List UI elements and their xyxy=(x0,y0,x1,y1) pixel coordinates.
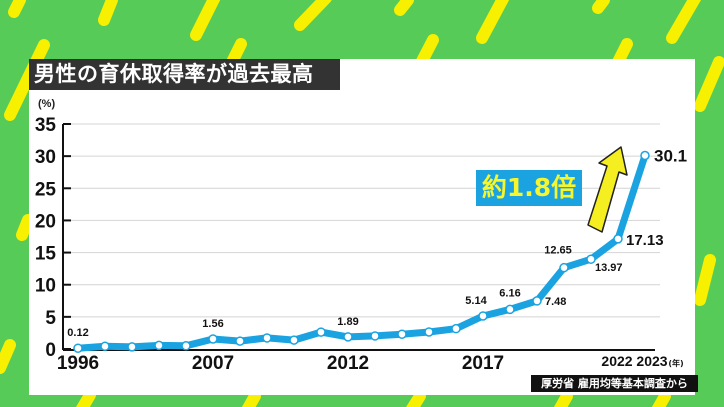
data-point xyxy=(100,341,110,352)
data-point xyxy=(235,336,245,346)
data-point xyxy=(640,150,650,161)
y-tick-label: 35 xyxy=(35,115,57,136)
x-tick-label: 2022 xyxy=(601,353,632,369)
data-label: 13.97 xyxy=(595,262,623,274)
data-label: 1.89 xyxy=(337,316,358,328)
data-label: 5.14 xyxy=(465,295,487,307)
x-tick-label: 1996 xyxy=(57,353,99,374)
data-label: 6.16 xyxy=(499,287,520,299)
data-point xyxy=(208,334,218,344)
x-tick-label: 2012 xyxy=(327,353,369,374)
data-point xyxy=(289,335,299,345)
growth-annotation: 約1.8倍 xyxy=(476,170,582,206)
data-point xyxy=(478,311,488,321)
data-point xyxy=(424,327,434,337)
y-tick-label: 20 xyxy=(35,211,56,232)
series-line xyxy=(74,152,649,352)
data-point xyxy=(505,304,515,315)
data-point xyxy=(154,340,164,351)
data-label: 17.13 xyxy=(626,232,664,249)
data-point xyxy=(559,262,569,273)
data-point xyxy=(262,333,272,343)
y-tick-label: 0 xyxy=(45,340,56,361)
y-tick-label: 15 xyxy=(35,244,57,265)
data-point xyxy=(181,341,191,351)
up-arrow-icon xyxy=(587,146,628,233)
y-tick-label: 10 xyxy=(35,276,56,297)
source-caption: 厚労省 雇用均等基本調査から xyxy=(531,375,698,392)
data-point xyxy=(343,332,353,342)
chart-title: 男性の育休取得率が過去最高 xyxy=(29,59,340,90)
data-label: 12.65 xyxy=(544,245,572,257)
data-point xyxy=(370,331,380,341)
data-point xyxy=(532,296,542,306)
x-tick-label: 2023 xyxy=(636,353,667,369)
data-point xyxy=(586,254,596,264)
x-tick-label: 2007 xyxy=(192,353,234,374)
x-tick-label: 2017 xyxy=(462,353,504,374)
x-axis-unit-label: (年) xyxy=(668,358,683,368)
y-tick-label: 5 xyxy=(45,308,56,329)
data-point xyxy=(127,342,137,352)
data-label: 30.1 xyxy=(654,147,687,166)
data-point xyxy=(316,327,326,337)
y-tick-label: 30 xyxy=(35,147,56,168)
data-label: 1.56 xyxy=(202,318,223,330)
data-point xyxy=(613,234,623,244)
y-tick-label: 25 xyxy=(35,179,57,200)
y-axis-unit-label: (%) xyxy=(38,98,56,110)
data-label: 7.48 xyxy=(545,296,566,308)
data-point xyxy=(451,323,461,334)
data-label: 0.12 xyxy=(67,327,88,339)
data-point xyxy=(73,343,83,353)
data-point xyxy=(397,329,407,339)
